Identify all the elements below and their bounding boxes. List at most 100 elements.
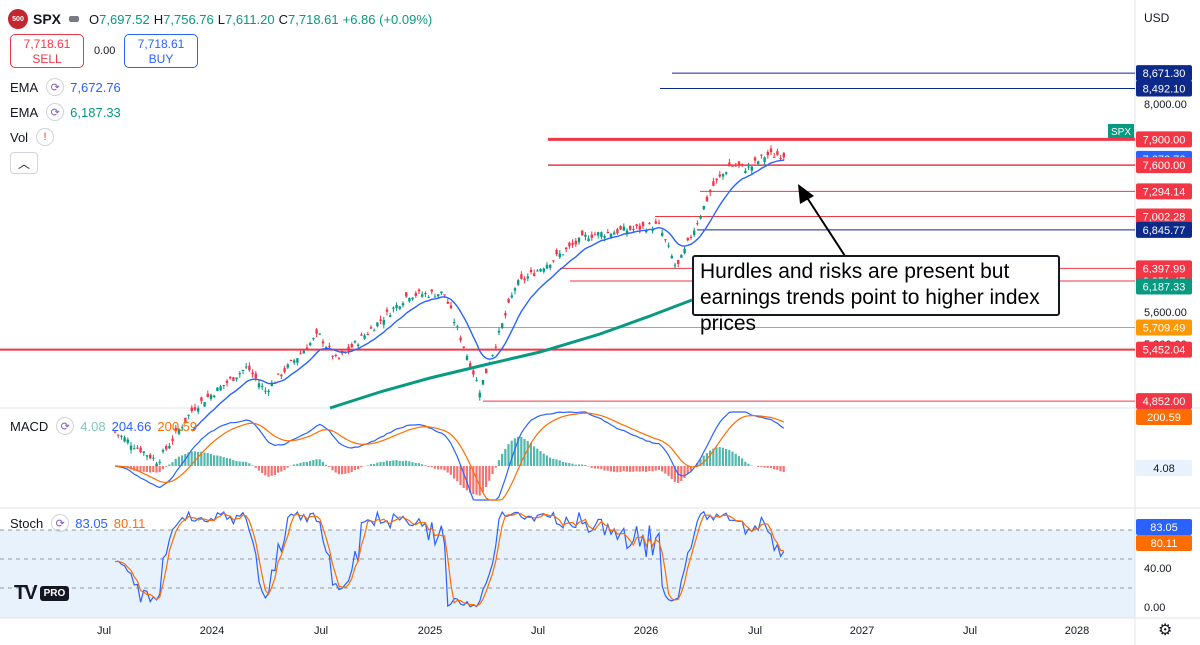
refresh-icon[interactable]: ⟳: [46, 103, 65, 121]
macd-histogram-bar: [373, 463, 376, 466]
macd-histogram-bar: [558, 460, 561, 466]
price-tag: [1136, 80, 1192, 97]
macd-histogram-bar: [309, 461, 312, 466]
candle-body: [744, 170, 747, 174]
callout-arrow: [805, 195, 846, 257]
macd-histogram-bar: [318, 459, 321, 466]
candle-body: [184, 417, 187, 423]
price-tag: [1136, 208, 1192, 225]
macd-histogram-bar: [488, 466, 491, 481]
candle-body: [504, 313, 507, 316]
macd-histogram-bar: [414, 462, 417, 466]
candle-body: [597, 232, 600, 236]
refresh-icon[interactable]: ⟳: [56, 417, 75, 435]
candle-body: [449, 305, 453, 309]
macd-histogram-bar: [344, 466, 347, 474]
macd-histogram-bar: [417, 463, 420, 466]
candle-body: [414, 292, 417, 296]
candle-body: [411, 297, 414, 300]
macd-histogram-bar: [257, 466, 260, 471]
indicator-macd[interactable]: MACD ⟳ 4.08 204.66 200.59: [10, 417, 198, 435]
candle-body: [142, 451, 145, 454]
x-tick-label: Jul: [963, 625, 977, 637]
indicator-ema-fast[interactable]: EMA ⟳ 7,672.76: [10, 78, 121, 96]
candle-body: [542, 268, 545, 272]
macd-histogram-bar: [763, 466, 766, 468]
macd-histogram-bar: [254, 466, 257, 468]
macd-histogram-bar: [769, 466, 772, 469]
candle-body: [728, 162, 731, 167]
candle-body: [392, 307, 395, 309]
macd-histogram-bar: [411, 462, 414, 466]
candle-body: [357, 344, 360, 346]
macd-histogram-bar: [597, 466, 600, 469]
candle-body: [773, 156, 776, 158]
macd-histogram-bar: [139, 466, 142, 472]
candle-body: [325, 347, 328, 349]
indicator-stoch[interactable]: Stoch ⟳ 83.05 80.11: [10, 514, 146, 532]
symbol-name[interactable]: SPX: [33, 11, 62, 27]
macd-histogram-bar: [721, 447, 724, 466]
buy-button[interactable]: 7,718.61 BUY: [124, 34, 198, 68]
macd-histogram-bar: [773, 466, 776, 470]
annotation-callout[interactable]: Hurdles and risks are present but earnin…: [692, 255, 1060, 335]
high-value: H7,756.76: [153, 11, 214, 27]
candle-body: [533, 273, 536, 277]
macd-histogram-bar: [213, 455, 216, 466]
macd-histogram-bar: [453, 466, 456, 479]
candle-body: [705, 196, 709, 202]
macd-histogram-bar: [232, 460, 235, 466]
candle-body: [206, 393, 209, 397]
indicator-volume[interactable]: Vol !: [10, 128, 60, 146]
candle-body: [584, 234, 587, 237]
macd-histogram-bar: [616, 466, 619, 473]
candle-body: [136, 447, 139, 449]
macd-histogram-bar: [709, 450, 712, 466]
candle-body: [219, 386, 222, 391]
refresh-icon[interactable]: ⟳: [51, 514, 70, 532]
macd-histogram-bar: [216, 455, 219, 466]
macd-histogram-bar: [283, 466, 286, 471]
candle-body: [741, 163, 744, 165]
macd-histogram-bar: [241, 461, 244, 466]
candle-body: [145, 455, 149, 457]
candle-body: [174, 427, 177, 432]
macd-histogram-bar: [408, 461, 411, 466]
candle-body: [216, 387, 219, 392]
macd-histogram-bar: [683, 466, 686, 479]
sell-button[interactable]: 7,718.61 SELL: [10, 34, 84, 68]
candle-body: [379, 319, 382, 321]
candle-body: [680, 254, 683, 258]
price-tag-label: 8,671.30: [1143, 68, 1186, 80]
stoch-tag: [1136, 519, 1192, 535]
macd-histogram-bar: [398, 460, 401, 466]
macd-histogram-bar: [277, 466, 280, 473]
macd-histogram-bar: [491, 466, 494, 475]
candle-body: [158, 461, 161, 463]
warning-icon[interactable]: !: [36, 128, 55, 146]
x-tick-label: Jul: [748, 625, 762, 637]
macd-line: [114, 411, 785, 501]
macd-histogram-bar: [536, 448, 539, 466]
indicator-ema-slow[interactable]: EMA ⟳ 6,187.33: [10, 103, 121, 121]
candle-body: [526, 276, 529, 279]
gear-icon[interactable]: ⚙: [1158, 622, 1173, 639]
candle-body: [603, 235, 606, 238]
macd-histogram-bar: [334, 466, 337, 473]
candle-body: [670, 255, 673, 259]
macd-histogram-bar: [603, 466, 606, 471]
macd-histogram-bar: [555, 459, 558, 466]
candle-body: [337, 357, 341, 359]
price-tag: [1136, 131, 1192, 148]
macd-histogram-bar: [302, 462, 305, 466]
collapse-button[interactable]: ︿: [10, 152, 38, 174]
candle-body: [571, 242, 574, 246]
refresh-icon[interactable]: ⟳: [46, 78, 65, 96]
candle-body: [395, 304, 398, 309]
currency-selector[interactable]: USD: [1144, 11, 1170, 25]
price-tag-label: 8,492.10: [1143, 83, 1186, 95]
macd-histogram-bar: [181, 455, 184, 466]
candle-body: [264, 390, 267, 392]
symbol-header: 500 SPX O7,697.52 H7,756.76 L7,611.20 C7…: [8, 9, 432, 29]
